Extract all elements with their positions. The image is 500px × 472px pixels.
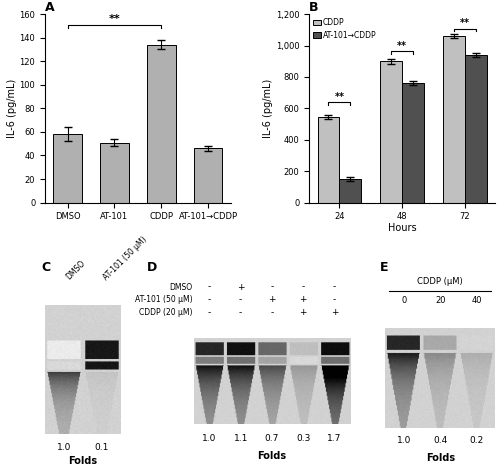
Text: 0: 0: [401, 296, 406, 305]
Text: A: A: [45, 1, 54, 14]
Text: Folds: Folds: [426, 453, 455, 463]
Text: C: C: [41, 261, 50, 274]
Text: 0.2: 0.2: [470, 436, 484, 445]
Text: -: -: [270, 308, 274, 317]
Text: **: **: [397, 41, 407, 51]
Text: AT-101 (50 μM): AT-101 (50 μM): [134, 295, 192, 304]
Bar: [148, 45, 176, 202]
Text: 1.0: 1.0: [396, 436, 411, 445]
Text: -: -: [270, 283, 274, 292]
Text: -: -: [208, 295, 211, 304]
Bar: [54, 134, 82, 202]
Bar: [380, 61, 402, 202]
Text: +: +: [300, 308, 307, 317]
Text: 0.3: 0.3: [296, 434, 310, 443]
Text: 0.7: 0.7: [264, 434, 279, 443]
Bar: [318, 117, 340, 202]
Text: D: D: [146, 261, 157, 274]
Bar: [194, 148, 222, 202]
Text: **: **: [334, 92, 344, 102]
Text: CDDP (μM): CDDP (μM): [418, 277, 463, 286]
Text: +: +: [237, 283, 244, 292]
Text: +: +: [300, 295, 307, 304]
Text: 1.1: 1.1: [234, 434, 248, 443]
X-axis label: Hours: Hours: [388, 223, 416, 233]
Text: 1.0: 1.0: [202, 434, 216, 443]
Legend: CDDP, AT-101→CDDP: CDDP, AT-101→CDDP: [313, 18, 376, 40]
Text: -: -: [239, 308, 242, 317]
Bar: [340, 179, 361, 202]
Text: +: +: [330, 308, 338, 317]
Text: 0.4: 0.4: [433, 436, 448, 445]
Text: Folds: Folds: [68, 456, 98, 466]
Text: AT-101 (50 μM): AT-101 (50 μM): [102, 235, 149, 282]
Bar: [100, 143, 128, 202]
Text: CDDP (20 μM): CDDP (20 μM): [138, 308, 192, 317]
Text: 20: 20: [435, 296, 446, 305]
Text: -: -: [208, 308, 211, 317]
Text: Folds: Folds: [258, 451, 286, 462]
Text: -: -: [208, 283, 211, 292]
Text: +: +: [268, 295, 276, 304]
Text: -: -: [302, 283, 305, 292]
Text: -: -: [333, 295, 336, 304]
Text: DMSO: DMSO: [64, 259, 86, 282]
Bar: [464, 55, 486, 202]
Text: **: **: [108, 14, 120, 24]
Text: 1.7: 1.7: [327, 434, 342, 443]
Text: **: **: [460, 18, 469, 28]
Bar: [442, 36, 464, 202]
Text: 40: 40: [472, 296, 482, 305]
Text: -: -: [239, 295, 242, 304]
Text: 1.0: 1.0: [57, 443, 71, 452]
Text: B: B: [309, 1, 318, 14]
Text: DMSO: DMSO: [169, 283, 192, 292]
Text: -: -: [333, 283, 336, 292]
Y-axis label: IL-6 (pg/mL): IL-6 (pg/mL): [263, 79, 273, 138]
Text: E: E: [380, 261, 388, 274]
Text: 0.1: 0.1: [94, 443, 109, 452]
Y-axis label: IL-6 (pg/mL): IL-6 (pg/mL): [6, 79, 16, 138]
Bar: [402, 83, 424, 202]
